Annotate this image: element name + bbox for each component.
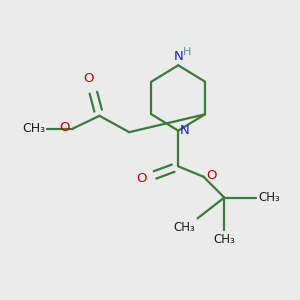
Text: O: O (59, 121, 70, 134)
Text: CH₃: CH₃ (22, 122, 45, 135)
Text: CH₃: CH₃ (213, 233, 235, 246)
Text: CH₃: CH₃ (258, 191, 280, 204)
Text: H: H (183, 47, 191, 57)
Text: O: O (206, 169, 217, 182)
Text: N: N (180, 124, 190, 137)
Text: CH₃: CH₃ (173, 221, 195, 234)
Text: N: N (173, 50, 183, 63)
Text: O: O (136, 172, 147, 185)
Text: O: O (83, 72, 94, 85)
